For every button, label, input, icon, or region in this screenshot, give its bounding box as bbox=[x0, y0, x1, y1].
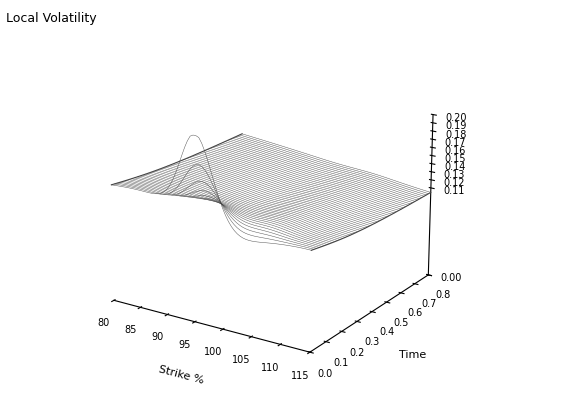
Y-axis label: Time: Time bbox=[398, 349, 426, 360]
X-axis label: Strike %: Strike % bbox=[158, 364, 205, 386]
Text: Local Volatility: Local Volatility bbox=[6, 12, 96, 26]
